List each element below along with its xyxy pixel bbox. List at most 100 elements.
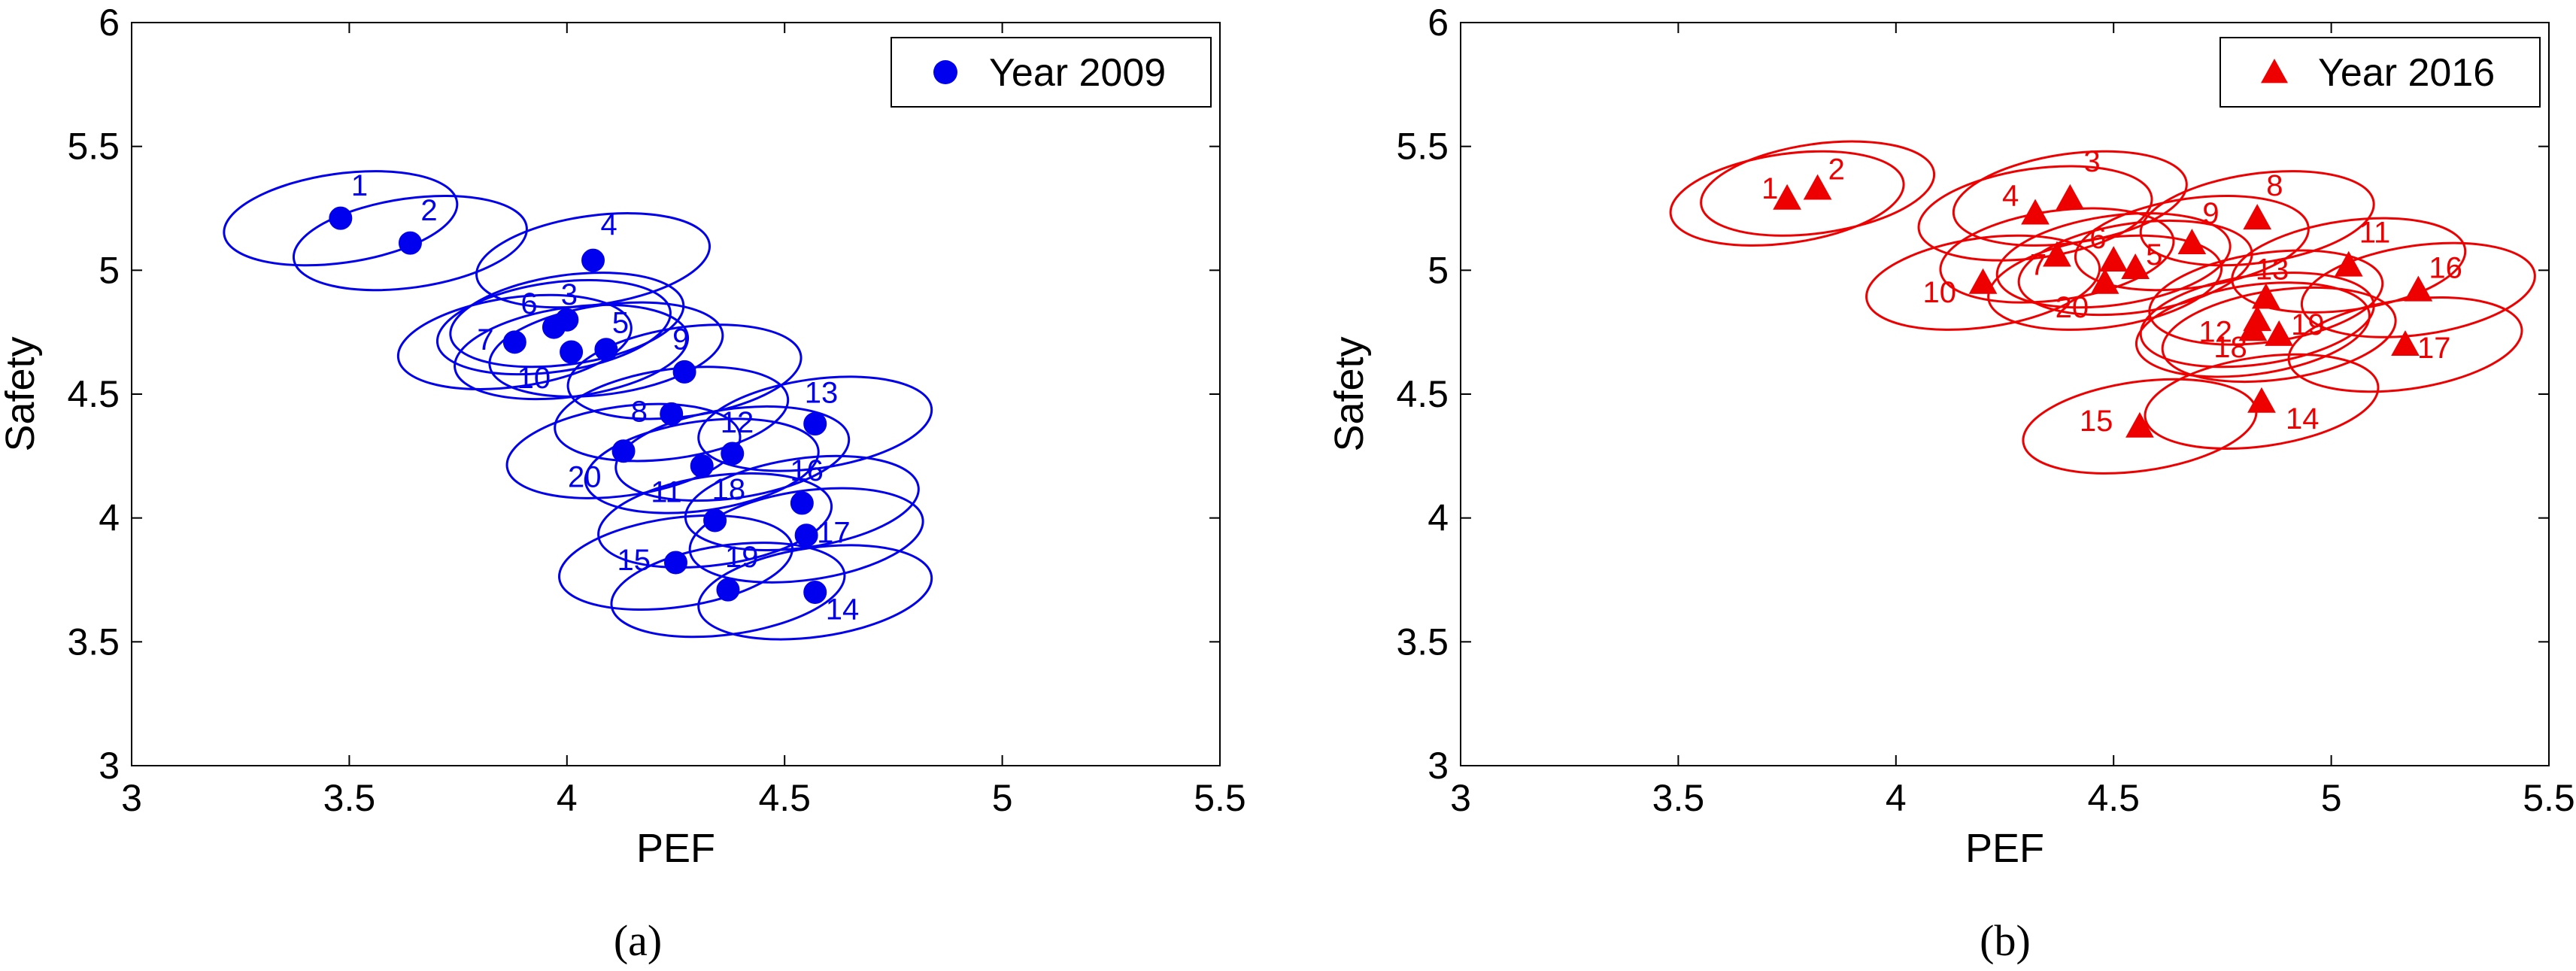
data-point-label: 12 xyxy=(721,406,754,439)
x-axis-label: PEF xyxy=(636,826,715,871)
data-point-label: 4 xyxy=(2002,180,2019,213)
y-tick-label: 4 xyxy=(1428,497,1449,539)
data-point-label: 19 xyxy=(725,541,759,574)
data-point xyxy=(2125,411,2154,438)
data-point-label: 2 xyxy=(420,194,437,227)
data-point xyxy=(2177,229,2207,255)
legend-marker xyxy=(933,60,957,84)
data-point xyxy=(611,439,636,463)
x-tick-label: 5 xyxy=(992,777,1013,819)
data-point xyxy=(560,340,584,364)
confidence-ellipse xyxy=(505,402,742,499)
confidence-ellipse xyxy=(554,366,790,463)
panel-caption: (b) xyxy=(1980,916,2031,965)
data-point-label: 2 xyxy=(1828,153,1845,187)
x-tick-label: 5.5 xyxy=(1194,777,1246,819)
data-point-label: 14 xyxy=(826,593,860,626)
confidence-ellipse xyxy=(1987,234,2223,331)
data-point xyxy=(790,491,814,515)
data-point-label: 17 xyxy=(817,517,851,550)
data-point xyxy=(2247,387,2276,413)
confidence-ellipse xyxy=(2161,286,2397,384)
data-point-label: 18 xyxy=(712,473,746,506)
data-point xyxy=(690,454,714,478)
y-tick-label: 5 xyxy=(99,249,120,291)
data-point-label: 5 xyxy=(612,307,629,340)
data-point-label: 15 xyxy=(2080,405,2113,438)
data-point xyxy=(2021,199,2050,225)
data-point xyxy=(2056,184,2085,210)
confidence-ellipse xyxy=(2144,353,2380,450)
data-point xyxy=(2265,320,2293,346)
confidence-ellipse xyxy=(597,472,833,569)
x-tick-label: 4.5 xyxy=(758,777,811,819)
data-point-label: 13 xyxy=(2256,253,2289,287)
data-point-label: 15 xyxy=(617,544,651,577)
x-tick-label: 4 xyxy=(1886,777,1907,819)
data-point xyxy=(703,508,727,533)
confidence-ellipse xyxy=(396,293,633,390)
confidence-ellipse xyxy=(1995,212,2232,309)
ellipse-group xyxy=(223,170,933,641)
data-point xyxy=(1968,268,1998,294)
data-point xyxy=(794,523,818,548)
x-tick-label: 3 xyxy=(121,777,142,819)
confidence-ellipse xyxy=(292,195,528,292)
data-point-label: 11 xyxy=(2359,217,2391,250)
data-point xyxy=(502,330,526,354)
data-point xyxy=(1803,174,1832,200)
data-point-label: 10 xyxy=(1923,276,1957,309)
y-tick-label: 4.5 xyxy=(1396,373,1449,415)
y-tick-label: 6 xyxy=(1428,2,1449,44)
legend-marker xyxy=(2261,59,2288,83)
x-tick-label: 3.5 xyxy=(1652,777,1705,819)
data-point xyxy=(2243,305,2272,332)
legend-label: Year 2009 xyxy=(989,51,1166,95)
panel-caption: (a) xyxy=(614,916,662,965)
confidence-ellipse xyxy=(1669,150,1905,247)
confidence-ellipse xyxy=(2139,272,2375,369)
y-tick-label: 5.5 xyxy=(67,126,120,168)
confidence-ellipse xyxy=(449,272,685,369)
data-point-label: 6 xyxy=(520,287,537,320)
data-point xyxy=(803,412,827,436)
data-point xyxy=(2121,253,2150,279)
data-point-label: 19 xyxy=(2291,308,2325,341)
data-point-label: 8 xyxy=(631,395,648,428)
x-axis-label: PEF xyxy=(1965,826,2044,871)
y-axis-label: Safety xyxy=(0,336,43,451)
ellipse-group xyxy=(1669,140,2536,475)
data-point-label: 20 xyxy=(2056,291,2089,324)
confidence-ellipse xyxy=(614,405,851,502)
confidence-ellipse xyxy=(2135,281,2371,378)
data-point-label: 12 xyxy=(2198,315,2232,348)
y-tick-label: 3 xyxy=(99,745,120,787)
data-point xyxy=(2090,268,2119,294)
x-tick-label: 3 xyxy=(1450,777,1471,819)
data-point xyxy=(329,206,353,230)
data-point xyxy=(716,578,740,602)
y-tick-label: 3 xyxy=(1428,745,1449,787)
data-point-label: 16 xyxy=(2429,252,2462,285)
data-point xyxy=(2334,250,2363,277)
data-point-label: 8 xyxy=(2266,169,2283,202)
data-point-label: 14 xyxy=(2286,402,2320,435)
x-tick-label: 3.5 xyxy=(323,777,376,819)
data-point-label: 4 xyxy=(601,208,617,241)
confidence-ellipse xyxy=(223,170,459,267)
data-point-label: 9 xyxy=(672,323,689,356)
y-tick-label: 4.5 xyxy=(67,373,120,415)
data-point-label: 13 xyxy=(805,377,839,410)
y-tick-label: 5 xyxy=(1428,249,1449,291)
y-axis-label: Safety xyxy=(1327,336,1372,451)
data-point xyxy=(398,231,422,255)
confidence-ellipse xyxy=(1865,234,2101,331)
data-point xyxy=(721,442,745,466)
x-tick-label: 5 xyxy=(2321,777,2342,819)
y-tick-label: 5.5 xyxy=(1396,126,1449,168)
data-point xyxy=(594,338,618,362)
data-point-label: 11 xyxy=(651,476,682,509)
data-point-label: 20 xyxy=(568,461,602,494)
